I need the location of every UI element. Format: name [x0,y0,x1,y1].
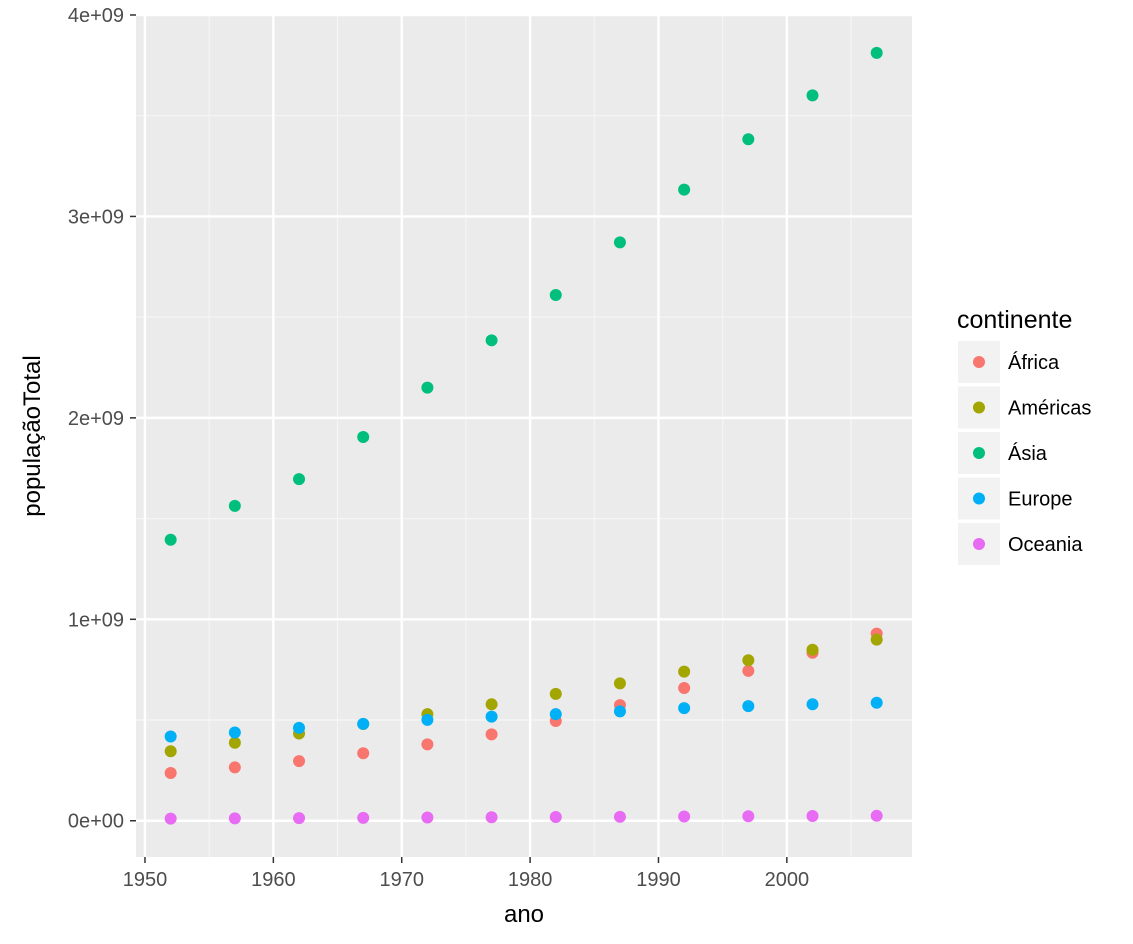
data-point-asia [421,381,434,394]
data-point-asia [870,46,883,59]
data-point-africa [742,664,755,677]
data-point-americas [485,698,498,711]
y-tick-label: 1e+09 [68,609,124,631]
legend-title: continente [957,306,1072,334]
data-point-europe [678,702,691,715]
data-point-americas [164,745,177,758]
data-point-oceania [613,810,626,823]
data-points [164,46,883,825]
data-point-europe [164,730,177,743]
data-point-europe [357,717,370,730]
legend-swatch-asia [973,447,985,459]
data-point-oceania [228,812,241,825]
legend-label-americas: Américas [1008,398,1091,420]
data-point-europe [228,726,241,739]
legend-label-oceania: Oceania [1008,534,1083,556]
data-point-oceania [742,810,755,823]
legend-swatch-oceania [973,538,985,550]
legend-swatch-americas [973,401,985,414]
data-point-americas [678,665,691,678]
data-point-europe [613,705,626,718]
x-axis: 1950 1960 1970 1980 1990 2000 [123,857,809,891]
data-point-africa [164,767,177,780]
data-point-europe [549,708,562,721]
grid-minor [136,15,912,857]
x-tick-label: 1970 [379,869,424,891]
x-tick-label: 1990 [636,869,681,891]
data-point-oceania [806,810,819,823]
data-point-africa [485,728,498,741]
y-tick-label: 0e+00 [68,811,124,833]
x-tick-label: 1980 [508,869,553,891]
data-point-europe [742,700,755,713]
data-point-americas [228,736,241,749]
legend-label-asia: Ásia [1008,442,1048,465]
data-point-africa [293,755,306,768]
data-point-oceania [357,811,370,824]
x-tick-label: 2000 [765,869,810,891]
data-point-oceania [870,809,883,822]
data-point-asia [806,89,819,102]
y-axis: 0e+00 1e+09 2e+09 3e+09 4e+09 [68,5,136,833]
x-tick-label: 1950 [123,869,168,891]
data-point-asia [293,473,306,486]
data-point-asia [228,499,241,512]
data-point-europe [870,696,883,709]
legend-swatch-europe [973,492,985,505]
legend-swatch-africa [973,356,985,368]
data-point-americas [613,677,626,690]
data-point-americas [549,687,562,700]
plot-panel [136,15,912,857]
data-point-africa [228,761,241,774]
data-point-europe [293,721,306,734]
data-point-asia [357,431,370,444]
data-point-americas [870,633,883,646]
data-point-africa [421,738,434,751]
y-tick-label: 3e+09 [68,206,124,228]
data-point-africa [357,747,370,760]
data-point-asia [164,533,177,546]
grid-major [136,13,912,857]
x-tick-label: 1960 [251,869,296,891]
data-point-americas [742,654,755,667]
data-point-americas [806,643,819,656]
data-point-europe [806,698,819,711]
data-point-asia [742,133,755,146]
legend-label-europe: Europe [1008,489,1073,511]
legend: continente África Américas Ásia Europe Ocean… [957,306,1091,565]
data-point-oceania [678,810,691,823]
data-point-europe [421,713,434,726]
y-tick-label: 4e+09 [68,5,124,27]
data-point-oceania [485,811,498,824]
data-point-oceania [421,811,434,824]
data-point-asia [485,334,498,347]
data-point-asia [678,183,691,196]
data-point-asia [549,288,562,301]
data-point-oceania [293,812,306,825]
y-axis-title: populaçãoTotal [19,355,46,516]
data-point-europe [485,710,498,723]
data-point-oceania [164,812,177,825]
x-axis-title: ano [504,901,544,928]
legend-label-africa: África [1008,351,1060,374]
data-point-africa [678,681,691,694]
y-tick-label: 2e+09 [68,408,124,430]
data-point-asia [613,236,626,249]
data-point-oceania [549,811,562,824]
